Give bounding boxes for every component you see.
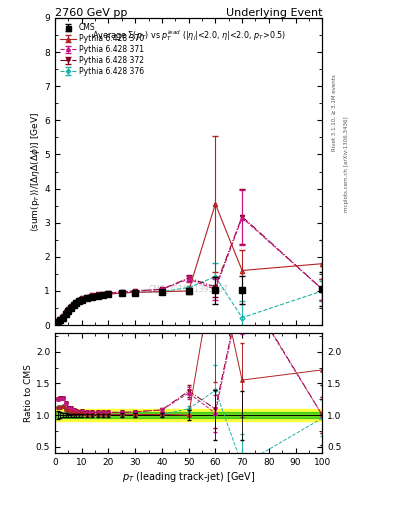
Legend: CMS, Pythia 6.428 370, Pythia 6.428 371, Pythia 6.428 372, Pythia 6.428 376: CMS, Pythia 6.428 370, Pythia 6.428 371,… [59,22,145,77]
Bar [55,412,322,418]
Text: mcplots.cern.ch [arXiv:1306.3436]: mcplots.cern.ch [arXiv:1306.3436] [344,116,349,211]
Y-axis label: $\langle$sum(p$_T$)$\rangle$/[$\Delta\eta\Delta(\Delta\phi)$] [GeV]: $\langle$sum(p$_T$)$\rangle$/[$\Delta\et… [29,112,42,231]
Text: Underlying Event: Underlying Event [226,8,322,18]
Text: Average $\Sigma(p_T)$ vs $p_T^{lead}$ ($|\eta_j|$<2.0, $\eta|$<2.0, $p_T$>0.5): Average $\Sigma(p_T)$ vs $p_T^{lead}$ ($… [92,29,286,43]
Text: CMS_2015_I1395107: CMS_2015_I1395107 [149,284,228,293]
Bar [55,409,322,421]
Text: Rivet 3.1.10, ≥ 3.1M events: Rivet 3.1.10, ≥ 3.1M events [332,74,337,151]
Text: 2760 GeV pp: 2760 GeV pp [55,8,127,18]
Y-axis label: Ratio to CMS: Ratio to CMS [24,364,33,422]
X-axis label: $p_T$ (leading track-jet) [GeV]: $p_T$ (leading track-jet) [GeV] [122,470,255,484]
